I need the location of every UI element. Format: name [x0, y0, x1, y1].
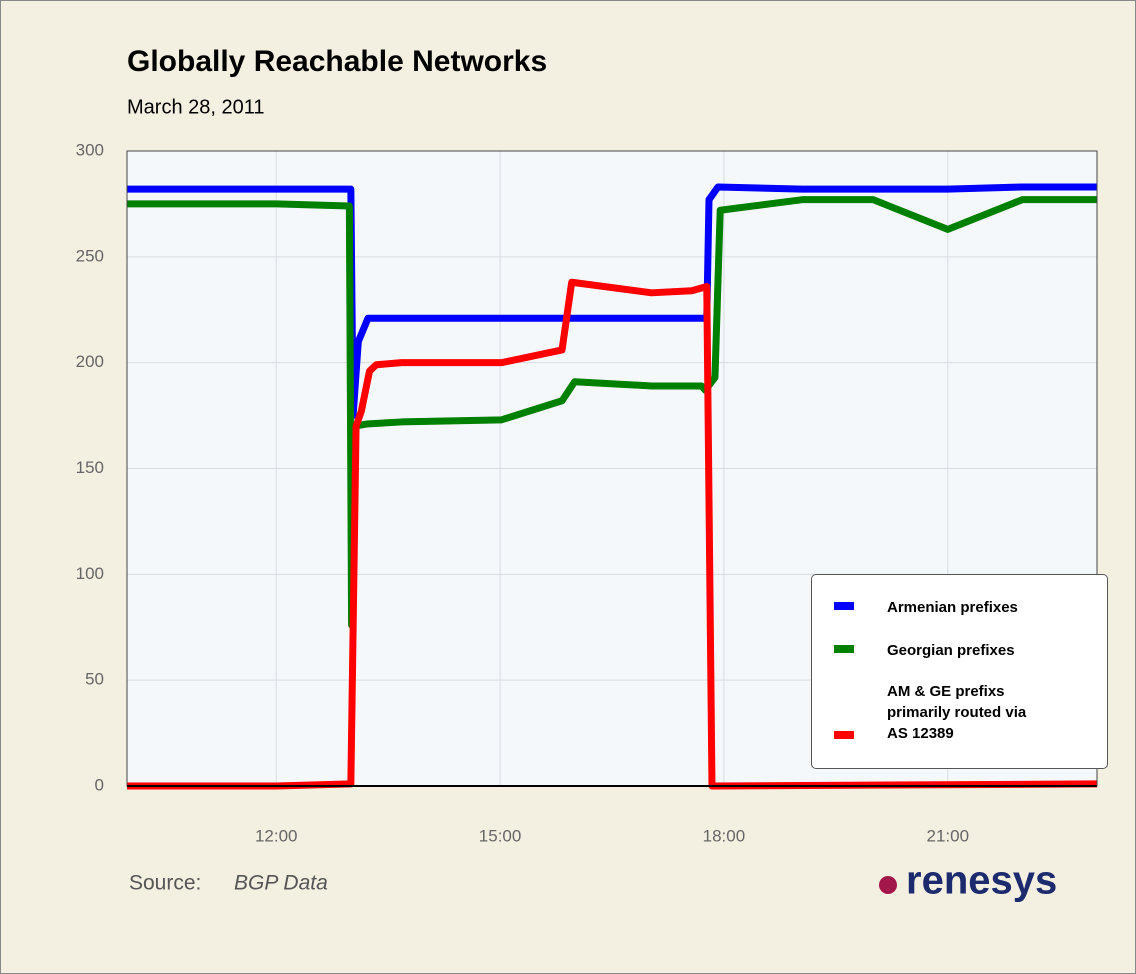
y-tick-label: 150	[76, 458, 104, 477]
legend-label: Georgian prefixes	[887, 642, 1015, 659]
y-tick-label: 50	[85, 670, 104, 689]
logo-dot	[879, 876, 897, 894]
x-tick-label: 15:00	[479, 826, 522, 845]
x-tick-label: 12:00	[255, 826, 298, 845]
y-tick-label: 250	[76, 246, 104, 265]
y-tick-label: 0	[95, 775, 104, 794]
series-line	[127, 278, 1098, 790]
logo: renesys	[906, 859, 1057, 903]
y-tick-label: 100	[76, 564, 104, 583]
legend: Armenian prefixes Georgian prefixes AM & G…	[811, 574, 1108, 769]
chart-subtitle: March 28, 2011	[127, 96, 265, 118]
source-label: Source:	[129, 872, 201, 895]
legend-label: AM & GE prefixs primarily routed via AS …	[887, 683, 1027, 742]
legend-swatch	[834, 602, 854, 610]
chart-title: Globally Reachable Networks	[127, 45, 547, 78]
x-tick-label: 18:00	[703, 826, 746, 845]
y-tick-label: 200	[76, 352, 104, 371]
legend-label: Armenian prefixes	[887, 599, 1018, 616]
source: BGP Data	[234, 872, 328, 895]
legend-swatch	[834, 731, 854, 739]
legend-swatch	[834, 645, 854, 653]
y-tick-label: 300	[76, 140, 104, 159]
x-tick-label: 21:00	[926, 826, 969, 845]
